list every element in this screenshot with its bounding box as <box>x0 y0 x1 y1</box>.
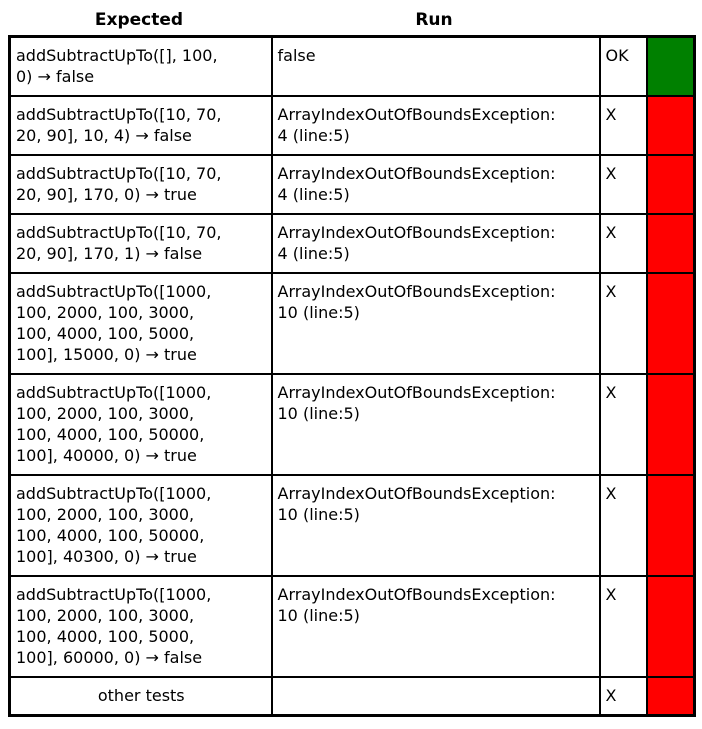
fail-color-cell <box>645 575 696 678</box>
fail-color-cell <box>645 474 696 577</box>
run-cell: ArrayIndexOutOfBoundsException: 10 (line… <box>270 575 601 678</box>
status-cell: X <box>598 575 648 678</box>
run-cell <box>270 676 601 717</box>
expected-cell: other tests <box>8 676 273 717</box>
status-cell: OK <box>598 35 648 97</box>
status-cell: X <box>598 213 648 274</box>
table-header-row: Expected Run <box>8 10 702 30</box>
status-cell: X <box>598 95 648 156</box>
status-cell: X <box>598 676 648 717</box>
test-result-row: other tests X <box>8 676 696 717</box>
fail-color-cell <box>645 373 696 476</box>
expected-cell: addSubtractUpTo([1000, 100, 2000, 100, 3… <box>8 474 273 577</box>
expected-column-header: Expected <box>94 10 184 30</box>
test-results-body: addSubtractUpTo([], 100, 0) → false false… <box>8 35 696 717</box>
run-cell: ArrayIndexOutOfBoundsException: 10 (line… <box>270 373 601 476</box>
fail-color-cell <box>645 676 696 717</box>
run-cell: ArrayIndexOutOfBoundsException: 4 (line:… <box>270 154 601 215</box>
test-result-row: addSubtractUpTo([], 100, 0) → false false… <box>8 35 696 97</box>
test-result-row: addSubtractUpTo([1000, 100, 2000, 100, 3… <box>8 474 696 577</box>
expected-cell: addSubtractUpTo([], 100, 0) → false <box>8 35 273 97</box>
test-result-row: addSubtractUpTo([10, 70, 20, 90], 10, 4)… <box>8 95 696 156</box>
run-cell: ArrayIndexOutOfBoundsException: 10 (line… <box>270 474 601 577</box>
status-cell: X <box>598 373 648 476</box>
fail-color-cell <box>645 213 696 274</box>
run-column-header: Run <box>415 10 453 30</box>
run-cell: false <box>270 35 601 97</box>
status-cell: X <box>598 272 648 375</box>
expected-cell: addSubtractUpTo([10, 70, 20, 90], 10, 4)… <box>8 95 273 156</box>
pass-color-cell <box>645 35 696 97</box>
expected-cell: addSubtractUpTo([1000, 100, 2000, 100, 3… <box>8 272 273 375</box>
expected-cell: addSubtractUpTo([1000, 100, 2000, 100, 3… <box>8 575 273 678</box>
test-result-row: addSubtractUpTo([1000, 100, 2000, 100, 3… <box>8 272 696 375</box>
fail-color-cell <box>645 272 696 375</box>
test-result-row: addSubtractUpTo([10, 70, 20, 90], 170, 1… <box>8 213 696 274</box>
run-cell: ArrayIndexOutOfBoundsException: 4 (line:… <box>270 213 601 274</box>
status-cell: X <box>598 474 648 577</box>
test-result-row: addSubtractUpTo([1000, 100, 2000, 100, 3… <box>8 575 696 678</box>
status-cell: X <box>598 154 648 215</box>
fail-color-cell <box>645 154 696 215</box>
test-results-table: addSubtractUpTo([], 100, 0) → false false… <box>8 35 696 717</box>
expected-cell: addSubtractUpTo([1000, 100, 2000, 100, 3… <box>8 373 273 476</box>
expected-cell: addSubtractUpTo([10, 70, 20, 90], 170, 1… <box>8 213 273 274</box>
test-result-row: addSubtractUpTo([1000, 100, 2000, 100, 3… <box>8 373 696 476</box>
test-result-row: addSubtractUpTo([10, 70, 20, 90], 170, 0… <box>8 154 696 215</box>
run-cell: ArrayIndexOutOfBoundsException: 10 (line… <box>270 272 601 375</box>
run-cell: ArrayIndexOutOfBoundsException: 4 (line:… <box>270 95 601 156</box>
expected-cell: addSubtractUpTo([10, 70, 20, 90], 170, 0… <box>8 154 273 215</box>
fail-color-cell <box>645 95 696 156</box>
